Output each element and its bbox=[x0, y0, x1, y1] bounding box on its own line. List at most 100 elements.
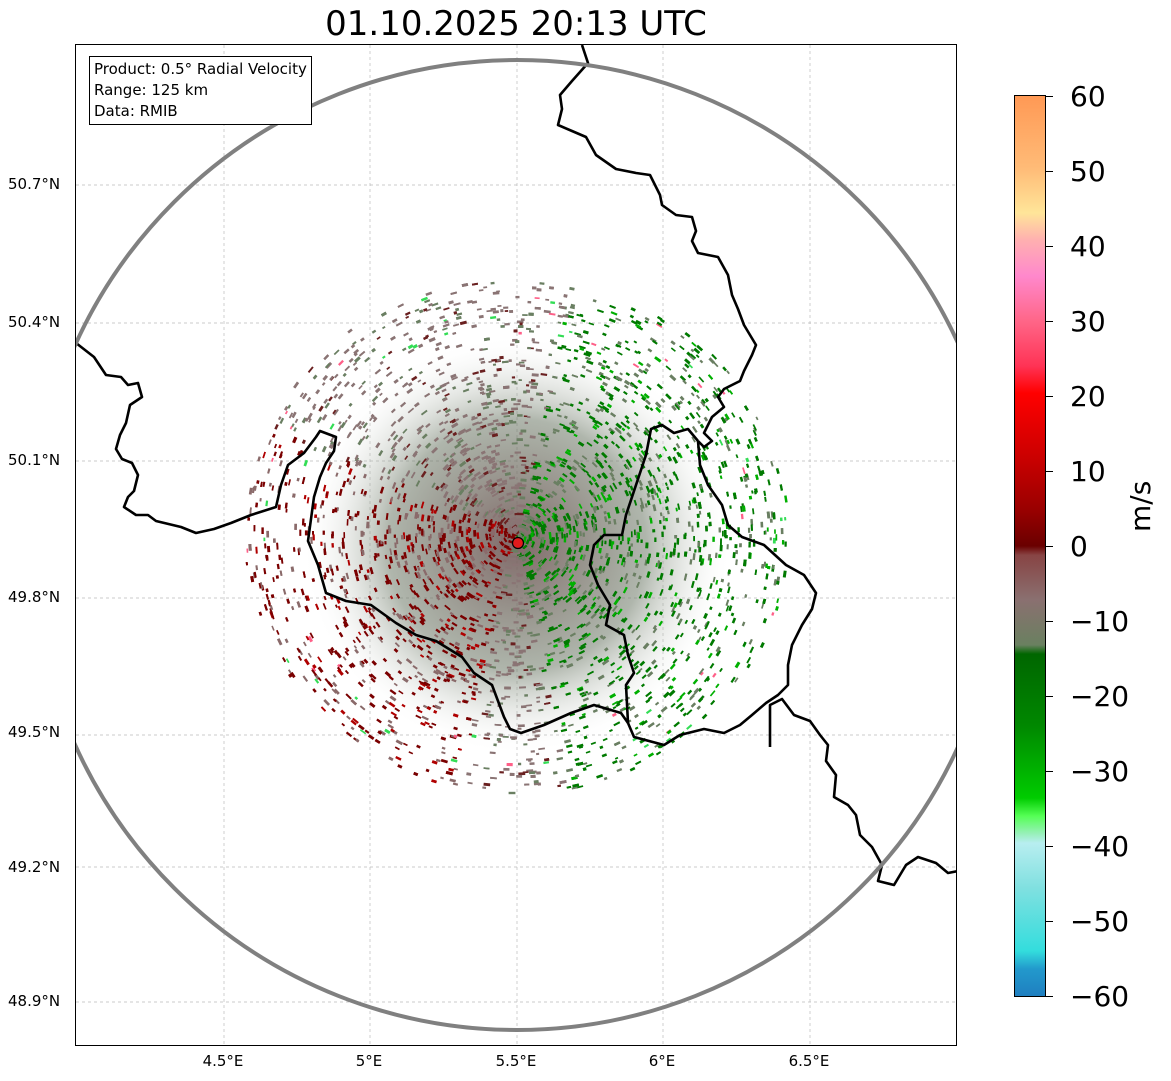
velocity-echo-bin bbox=[652, 624, 657, 630]
radar-map[interactable] bbox=[75, 44, 957, 1046]
velocity-echo-bin bbox=[359, 539, 362, 546]
velocity-echo-bin bbox=[305, 635, 310, 641]
velocity-echo-bin bbox=[591, 461, 598, 468]
velocity-echo-bin bbox=[276, 542, 279, 550]
velocity-echo-bin bbox=[361, 679, 366, 684]
velocity-echo-bin bbox=[722, 366, 727, 372]
velocity-echo-bin bbox=[475, 426, 483, 431]
velocity-echo-bin bbox=[311, 578, 316, 582]
velocity-echo-bin bbox=[684, 363, 690, 369]
velocity-echo-bin bbox=[316, 416, 323, 424]
velocity-echo-bin bbox=[357, 724, 365, 731]
velocity-echo-bin bbox=[494, 640, 500, 643]
velocity-echo-bin bbox=[553, 560, 559, 566]
velocity-echo-bin bbox=[599, 463, 605, 469]
velocity-echo-bin bbox=[553, 513, 559, 519]
velocity-echo-bin bbox=[418, 370, 423, 375]
velocity-echo-bin bbox=[492, 569, 499, 574]
velocity-echo-bin bbox=[603, 527, 606, 535]
velocity-echo-bin bbox=[726, 370, 730, 375]
velocity-echo-bin bbox=[540, 432, 546, 437]
velocity-echo-bin bbox=[472, 584, 478, 589]
velocity-echo-bin bbox=[474, 643, 480, 648]
velocity-echo-bin bbox=[646, 571, 651, 578]
velocity-echo-bin bbox=[504, 573, 512, 577]
velocity-echo-bin bbox=[558, 477, 565, 483]
velocity-echo-bin bbox=[456, 312, 463, 316]
velocity-echo-bin bbox=[450, 653, 457, 659]
velocity-echo-bin bbox=[435, 628, 441, 634]
velocity-echo-bin bbox=[495, 467, 501, 471]
velocity-echo-bin bbox=[449, 506, 453, 514]
lon-label: 4.5°E bbox=[202, 1052, 244, 1070]
colorbar-tick bbox=[1046, 621, 1053, 622]
velocity-echo-bin bbox=[712, 390, 718, 397]
velocity-echo-bin bbox=[730, 596, 735, 601]
velocity-echo-bin bbox=[350, 726, 355, 731]
velocity-echo-bin bbox=[613, 518, 617, 525]
velocity-echo-bin bbox=[503, 767, 510, 771]
velocity-echo-bin bbox=[626, 425, 631, 430]
velocity-echo-bin bbox=[253, 525, 256, 532]
velocity-echo-bin bbox=[629, 477, 633, 482]
velocity-echo-bin bbox=[345, 731, 353, 738]
velocity-echo-bin bbox=[302, 641, 307, 647]
velocity-echo-bin bbox=[537, 502, 542, 507]
velocity-echo-bin bbox=[499, 734, 503, 737]
velocity-echo-bin bbox=[515, 295, 520, 299]
velocity-echo-bin bbox=[345, 693, 352, 700]
velocity-echo-bin bbox=[630, 531, 633, 538]
velocity-echo-bin bbox=[666, 434, 672, 441]
velocity-echo-bin bbox=[484, 583, 489, 588]
velocity-echo-bin bbox=[287, 669, 292, 674]
velocity-echo-bin bbox=[639, 486, 644, 491]
velocity-echo-bin bbox=[635, 563, 639, 569]
velocity-echo-bin bbox=[485, 709, 491, 713]
velocity-echo-bin bbox=[582, 767, 587, 771]
velocity-echo-bin bbox=[718, 527, 722, 533]
velocity-echo-bin bbox=[584, 678, 589, 683]
velocity-echo-bin bbox=[729, 505, 732, 509]
velocity-echo-bin bbox=[355, 576, 360, 582]
velocity-echo-bin bbox=[562, 515, 568, 522]
velocity-echo-bin bbox=[693, 347, 701, 355]
velocity-echo-bin bbox=[714, 441, 719, 446]
velocity-echo-bin bbox=[583, 352, 591, 357]
velocity-echo-bin bbox=[527, 300, 532, 304]
velocity-echo-bin bbox=[436, 556, 441, 562]
velocity-echo-bin bbox=[245, 561, 248, 566]
velocity-echo-bin bbox=[644, 404, 650, 410]
velocity-echo-bin bbox=[415, 533, 418, 537]
velocity-echo-bin bbox=[406, 387, 414, 395]
velocity-echo-bin bbox=[462, 626, 467, 631]
velocity-echo-bin bbox=[330, 440, 334, 445]
velocity-echo-bin bbox=[479, 659, 486, 664]
velocity-echo-bin bbox=[699, 671, 704, 676]
velocity-echo-bin bbox=[560, 527, 564, 532]
velocity-echo-bin bbox=[494, 507, 502, 514]
velocity-echo-bin bbox=[286, 598, 291, 604]
velocity-echo-bin bbox=[607, 520, 612, 525]
velocity-echo-bin bbox=[483, 782, 491, 787]
velocity-echo-bin bbox=[532, 737, 537, 741]
velocity-echo-bin bbox=[433, 330, 438, 334]
velocity-echo-bin bbox=[634, 559, 639, 564]
velocity-echo-bin bbox=[462, 699, 469, 704]
velocity-echo-bin bbox=[635, 624, 641, 631]
velocity-echo-bin bbox=[596, 420, 603, 427]
velocity-echo-bin bbox=[494, 659, 500, 663]
velocity-echo-bin bbox=[784, 517, 787, 521]
velocity-echo-bin bbox=[477, 623, 484, 628]
velocity-echo-bin bbox=[388, 579, 393, 585]
velocity-echo-bin bbox=[696, 513, 700, 519]
velocity-echo-bin bbox=[461, 691, 467, 695]
velocity-echo-bin bbox=[534, 520, 540, 526]
velocity-echo-bin bbox=[555, 567, 561, 573]
velocity-echo-bin bbox=[411, 375, 418, 382]
velocity-echo-bin bbox=[452, 331, 457, 335]
velocity-echo-bin bbox=[337, 359, 344, 366]
velocity-echo-bin bbox=[604, 540, 607, 545]
velocity-echo-bin bbox=[564, 739, 572, 744]
velocity-echo-bin bbox=[522, 314, 528, 316]
velocity-echo-bin bbox=[775, 534, 778, 541]
